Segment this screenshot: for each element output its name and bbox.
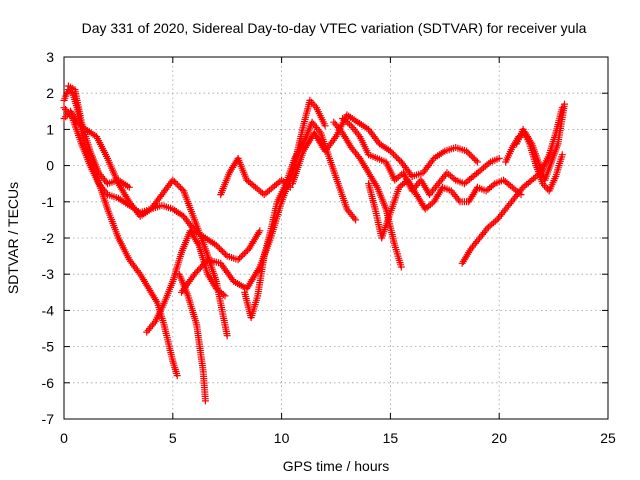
y-tick-labels: -7 -6 -5 -4 -3 -2 -1 0 1 2 3 xyxy=(42,49,55,427)
y-axis-title: SDTVAR / TECUs xyxy=(5,182,21,294)
x-axis-title: GPS time / hours xyxy=(283,458,390,474)
y-tick-label: -2 xyxy=(42,230,55,246)
axis-ticks xyxy=(63,56,609,420)
series-track-9 xyxy=(241,118,360,322)
marker-trail xyxy=(513,125,566,195)
y-tick-label: -3 xyxy=(42,266,55,282)
y-tick-label: -5 xyxy=(42,339,55,355)
series-track-1 xyxy=(60,107,264,264)
x-tick-labels: 0 5 10 15 20 25 xyxy=(60,430,616,446)
y-tick-label: 2 xyxy=(46,85,54,101)
grid-lines xyxy=(64,57,608,419)
y-tick-label: -4 xyxy=(42,302,55,318)
x-tick-label: 0 xyxy=(60,430,68,446)
marker-trail xyxy=(60,86,181,380)
data-markers xyxy=(60,82,568,405)
series-track-8 xyxy=(217,154,294,199)
series-track-16 xyxy=(513,125,566,195)
marker-trail xyxy=(289,111,481,188)
series-track-10 xyxy=(289,111,481,188)
marker-trail xyxy=(60,107,264,264)
series-track-2 xyxy=(60,86,181,380)
series-track-4 xyxy=(64,82,133,191)
series-track-7 xyxy=(178,96,329,296)
marker-trail xyxy=(241,118,360,322)
y-tick-label: 0 xyxy=(46,158,54,174)
marker-trail xyxy=(64,82,133,191)
chart-title: Day 331 of 2020, Sidereal Day-to-day VTE… xyxy=(82,20,587,36)
series-track-13 xyxy=(365,176,525,242)
y-tick-label: -7 xyxy=(42,411,55,427)
marker-trail xyxy=(365,176,525,242)
x-tick-label: 20 xyxy=(491,430,507,446)
marker-trail xyxy=(178,96,329,296)
y-tick-label: 1 xyxy=(46,121,54,137)
y-tick-label: 3 xyxy=(46,49,54,65)
x-tick-label: 5 xyxy=(169,430,177,446)
x-tick-label: 10 xyxy=(274,430,290,446)
x-tick-label: 25 xyxy=(600,430,616,446)
y-tick-label: -1 xyxy=(42,194,55,210)
marker-trail xyxy=(217,154,294,199)
y-tick-label: -6 xyxy=(42,375,55,391)
x-tick-label: 15 xyxy=(383,430,399,446)
